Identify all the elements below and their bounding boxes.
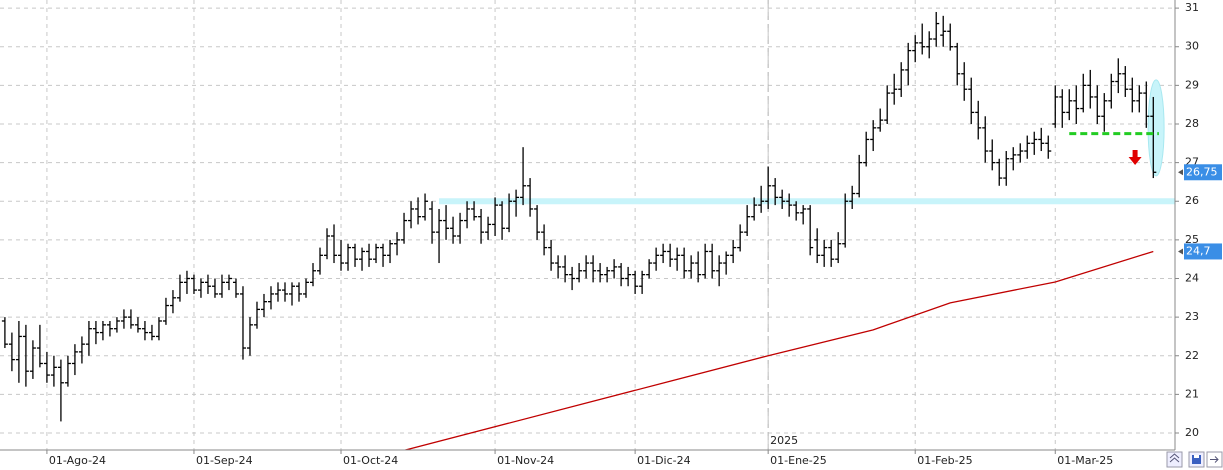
down-arrow (1128, 150, 1142, 165)
price-tag-label: 26,75 (1186, 165, 1218, 178)
icon (1210, 456, 1219, 463)
y-tick-label: 21 (1185, 387, 1199, 400)
x-tick-label: 01-Dic-24 (637, 454, 691, 467)
icon (1194, 455, 1199, 458)
toolbar (1166, 451, 1223, 468)
y-tick-label: 23 (1185, 310, 1199, 323)
y-tick-label: 29 (1185, 78, 1199, 91)
x-tick-label: 01-Sep-24 (196, 454, 253, 467)
x-tick-label: 01-Ago-24 (49, 454, 106, 467)
x-tick-label: 01-Feb-25 (917, 454, 972, 467)
plot-area (1, 11, 1175, 450)
price-pointer (1178, 169, 1183, 176)
x-tick-label: 01-Nov-24 (497, 454, 554, 467)
price-tag (1184, 164, 1222, 181)
moving-average (403, 250, 1154, 450)
y-tick-label: 22 (1185, 349, 1199, 362)
y-tick-label: 28 (1185, 117, 1199, 130)
y-tick-label: 24 (1185, 271, 1199, 284)
icon (1192, 455, 1201, 464)
y-tick-label: 30 (1185, 40, 1199, 53)
x-tick-label: 01-Mar-25 (1057, 454, 1113, 467)
x-tick-label: 01-Oct-24 (343, 454, 398, 467)
y-tick-label: 20 (1185, 426, 1199, 439)
price-pointer (1178, 248, 1183, 255)
year-label: 2025 (770, 434, 798, 447)
y-tick-label: 26 (1185, 194, 1199, 207)
x-tick-label: 01-Ene-25 (770, 454, 827, 467)
grid (0, 0, 1175, 450)
price-tag (1184, 243, 1222, 260)
highlight (1147, 79, 1165, 177)
icon (1169, 453, 1180, 463)
y-tick-label: 25 (1185, 233, 1199, 246)
y-tick-label: 31 (1185, 1, 1199, 14)
price-tag-label: 24,7 (1186, 244, 1211, 257)
collapse-button[interactable] (1166, 451, 1183, 468)
